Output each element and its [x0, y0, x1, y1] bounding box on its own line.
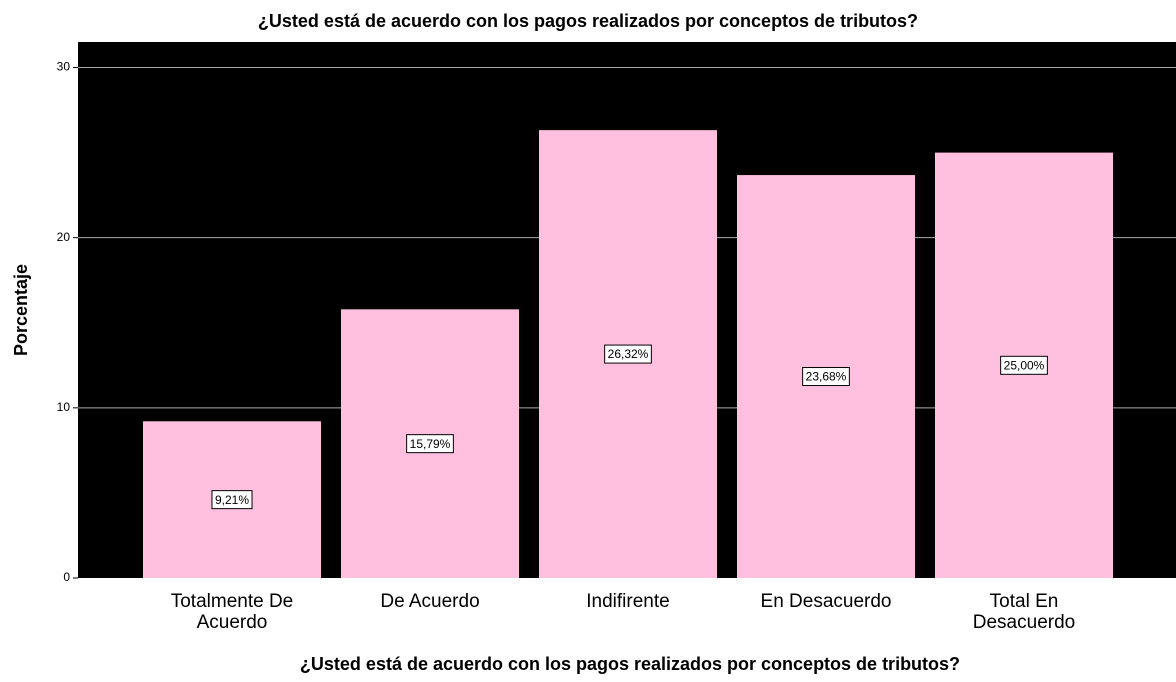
value-label-box	[1000, 355, 1048, 375]
x-tick-label: Indifirente	[586, 591, 670, 612]
value-label-box	[802, 367, 850, 387]
y-tick-label: 30	[57, 60, 71, 74]
y-tick-label: 20	[57, 230, 71, 244]
y-axis-title: Porcentaje	[11, 264, 31, 356]
value-label: 15,79%	[410, 437, 451, 451]
x-tick-label: Totalmente De Acuerdo	[170, 591, 294, 633]
y-tick-label: 10	[57, 400, 71, 414]
value-label: 9,21%	[215, 493, 249, 507]
x-axis-title: ¿Usted está de acuerdo con los pagos rea…	[300, 654, 960, 674]
x-tick-label: En Desacuerdo	[760, 591, 892, 612]
y-tick-label: 0	[63, 570, 70, 584]
value-label-box	[406, 434, 454, 454]
x-tick-label: Total En Desacuerdo	[972, 591, 1076, 633]
x-tick-label: De Acuerdo	[380, 591, 480, 612]
value-label: 25,00%	[1004, 358, 1045, 372]
value-label: 23,68%	[806, 370, 847, 384]
value-label-box	[604, 344, 652, 364]
chart-title: ¿Usted está de acuerdo con los pagos rea…	[258, 11, 918, 31]
value-label-box	[211, 490, 253, 510]
value-label: 26,32%	[608, 347, 649, 361]
